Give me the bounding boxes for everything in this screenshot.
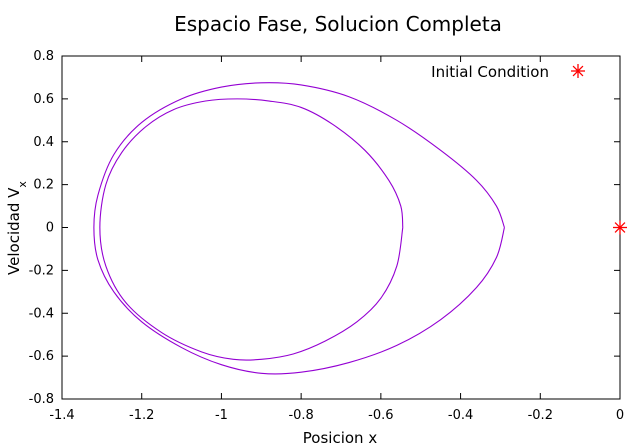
- x-axis-ticks: -1.4 -1.2 -1 -0.8 -0.6 -0.4 -0.2 0: [49, 56, 624, 423]
- y-tick-label: -0.4: [29, 306, 54, 321]
- trajectory-inner-loop: [99, 98, 404, 361]
- y-tick-label: 0: [46, 221, 54, 236]
- x-tick-label: 0: [616, 408, 624, 423]
- y-tick-label: 0.2: [33, 178, 54, 193]
- x-tick-label: -0.4: [448, 408, 473, 423]
- y-tick-label: 0.8: [33, 49, 54, 64]
- legend-marker-initial-condition: [571, 64, 585, 78]
- trajectory-outer-loop: [93, 82, 505, 375]
- y-axis-ticks: -0.8 -0.6 -0.4 -0.2 0 0.2 0.4 0.6 0.8: [29, 49, 620, 407]
- x-axis-label: Posicion x: [303, 429, 378, 447]
- x-tick-label: -1.4: [49, 408, 74, 423]
- legend-star-icon: [571, 64, 585, 78]
- y-axis-label: Velocidad Vx: [5, 181, 29, 275]
- y-axis-label-subscript: x: [16, 181, 29, 188]
- y-tick-label: -0.2: [29, 263, 54, 278]
- series-layer: [93, 82, 627, 375]
- plot-frame: [61, 55, 621, 400]
- legend-label-initial-condition: Initial Condition: [431, 63, 549, 81]
- y-tick-label: 0.4: [33, 135, 54, 150]
- x-tick-label: -1.2: [129, 408, 154, 423]
- x-tick-label: -0.8: [288, 408, 313, 423]
- chart-title: Espacio Fase, Solucion Completa: [174, 12, 502, 36]
- initial-condition-marker: [613, 220, 627, 235]
- x-tick-label: -0.6: [368, 408, 393, 423]
- legend: Initial Condition: [431, 63, 585, 81]
- x-tick-label: -0.2: [528, 408, 553, 423]
- y-tick-label: 0.6: [33, 92, 54, 107]
- x-tick-label: -1: [215, 408, 228, 423]
- y-axis-label-base: Velocidad V: [5, 187, 23, 275]
- y-axis-label-group: Velocidad Vx: [5, 181, 29, 275]
- y-tick-label: -0.8: [29, 392, 54, 407]
- y-tick-label: -0.6: [29, 349, 54, 364]
